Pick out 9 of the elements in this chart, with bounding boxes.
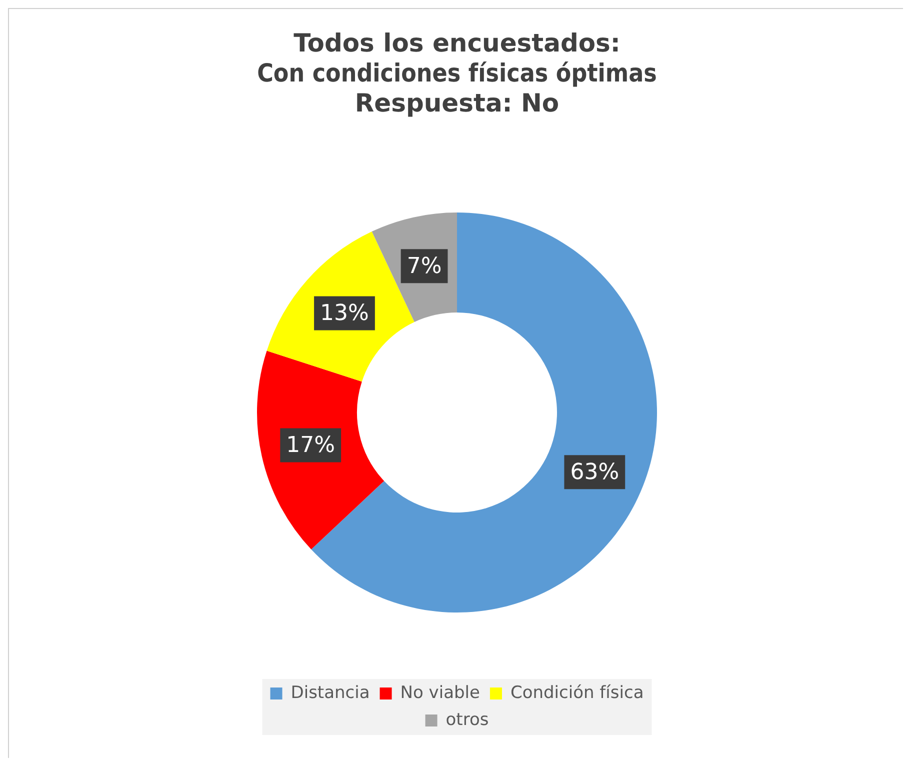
data-label: 13% [320,301,369,326]
data-label: 17% [286,432,336,458]
legend-label: otros [446,710,489,730]
data-label: 63% [570,460,620,485]
legend-label: Condición física [510,682,644,703]
data-label: 7% [406,254,442,279]
chart-title: Todos los encuestados: Con condiciones físicas óptimas Respuesta: No [257,28,657,118]
legend-label: No viable [400,682,480,703]
legend-label: Distancia [290,682,370,703]
